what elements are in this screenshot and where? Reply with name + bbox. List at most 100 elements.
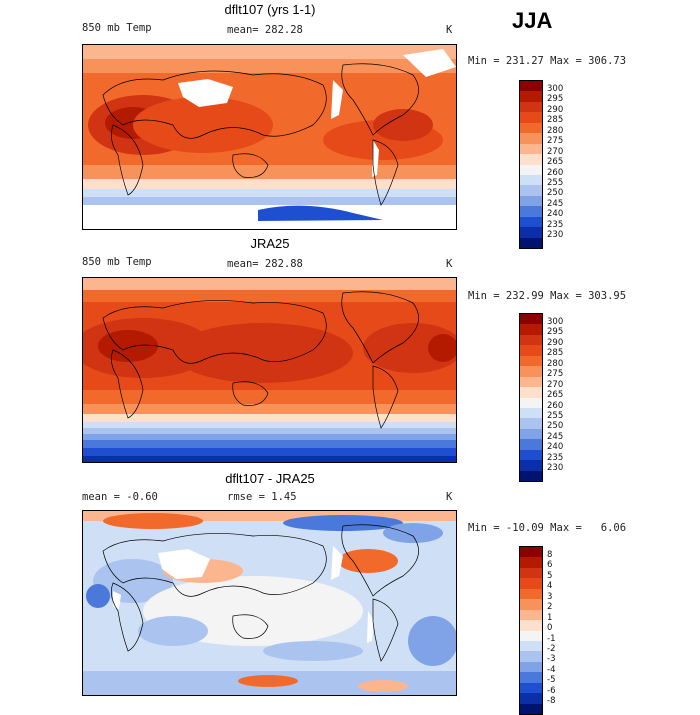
colorbar-label: 280 [547,358,564,369]
panel-2-variable-label: 850 mb Temp [82,256,152,268]
colorbar-swatch [520,630,542,641]
colorbar-swatch [520,112,542,123]
colorbar-swatch [520,164,542,175]
colorbar-label: 260 [547,400,564,411]
colorbar-swatch [520,578,542,589]
colorbar-label: 250 [547,188,564,199]
colorbar-label: 4 [547,581,553,592]
colorbar-swatch [520,703,542,714]
colorbar-label: 295 [547,94,564,105]
colorbar-swatch [520,547,542,558]
colorbar-swatch [520,122,542,134]
colorbar-label: 235 [547,219,564,230]
colorbar-label: 230 [547,230,564,241]
colorbar-label: 240 [547,209,564,220]
colorbar-swatch [520,407,542,419]
colorbar-swatch [520,314,542,325]
colorbar-swatch [520,640,542,652]
colorbar-label: 270 [547,379,564,390]
colorbar-swatch [520,588,542,600]
panel-2-units-label: K [446,258,453,270]
colorbar-swatch [520,387,542,398]
colorbar-label: 8 [547,550,553,560]
colorbar-label: 240 [547,442,564,453]
panel-2-map [82,277,457,463]
panel-2-title: JRA25 [250,236,290,251]
colorbar-label: 6 [547,560,553,571]
colorbar-swatch [520,174,542,186]
panel-3-mean-label: mean = -0.60 [82,491,158,503]
colorbar-swatch [520,567,542,579]
panel-3-map [82,510,457,696]
colorbar-label: 245 [547,431,564,442]
colorbar-swatch [520,185,542,196]
colorbar-label: 275 [547,369,564,380]
colorbar-label: 300 [547,84,564,94]
colorbar-label: 295 [547,327,564,338]
colorbar-swatch [520,376,542,388]
colorbar-swatch [520,672,542,683]
colorbar-swatch [520,557,542,568]
panel-2-mean-label: mean= 282.88 [227,258,303,270]
colorbar-swatch [520,470,542,481]
colorbar-swatch [520,460,542,471]
panel-1-colorbar [519,80,543,249]
colorbar-label: 235 [547,452,564,463]
colorbar-label: -1 [547,633,556,644]
colorbar-swatch [520,366,542,377]
colorbar-swatch [520,661,542,673]
colorbar-label: -4 [547,664,556,675]
colorbar-label: -2 [547,643,556,654]
colorbar-swatch [520,216,542,228]
colorbar-label: 245 [547,198,564,209]
colorbar-swatch [520,206,542,217]
colorbar-label: 300 [547,317,564,327]
colorbar-swatch [520,397,542,408]
colorbar-label: -6 [547,685,556,696]
colorbar-label: -8 [547,696,556,707]
colorbar-label: 5 [547,570,553,581]
panel-1-map [82,44,457,230]
colorbar-swatch [520,609,542,621]
colorbar-swatch [520,599,542,610]
colorbar-swatch [520,227,542,238]
colorbar-swatch [520,101,542,113]
colorbar-label: 260 [547,167,564,178]
colorbar-swatch [520,345,542,356]
panel-3-colorbar [519,546,543,715]
panel-1-title: dflt107 (yrs 1-1) [224,2,316,17]
colorbar-swatch [520,449,542,461]
colorbar-label: 255 [547,177,564,188]
panel-2-minmax: Min = 232.99 Max = 303.95 [468,290,627,302]
panel-1-variable-label: 850 mb Temp [82,22,152,34]
panel-2-colorbar-labels: 300 295 290 285 280 275 270 265 260 255 … [547,317,563,474]
panel-2-colorbar [519,313,543,482]
colorbar-label: 3 [547,591,553,602]
colorbar-swatch [520,133,542,144]
colorbar-swatch [520,439,542,450]
panel-1-units-label: K [446,24,453,36]
colorbar-label: 265 [547,157,564,168]
colorbar-swatch [520,620,542,631]
colorbar-swatch [520,355,542,367]
colorbar-label: 290 [547,104,564,115]
colorbar-label: 250 [547,421,564,432]
panel-3-colorbar-labels: 8 6 5 4 3 2 1 0 -1 -2 -3 -4 -5 -6 -8 [547,550,555,707]
colorbar-label: -3 [547,654,556,665]
colorbar-swatch [520,154,542,165]
colorbar-swatch [520,693,542,704]
colorbar-label: 1 [547,612,553,623]
season-label: JJA [512,8,553,33]
panel-1-mean-label: mean= 282.28 [227,24,303,36]
colorbar-swatch [520,91,542,102]
panel-3-units-label: K [446,491,453,503]
colorbar-label: 2 [547,602,553,613]
colorbar-label: 290 [547,337,564,348]
colorbar-label: 275 [547,136,564,147]
colorbar-label: 265 [547,390,564,401]
colorbar-label: 285 [547,115,564,126]
colorbar-swatch [520,428,542,440]
panel-1-colorbar-labels: 300 295 290 285 280 275 270 265 260 255 … [547,84,563,241]
colorbar-swatch [520,418,542,429]
colorbar-swatch [520,324,542,335]
